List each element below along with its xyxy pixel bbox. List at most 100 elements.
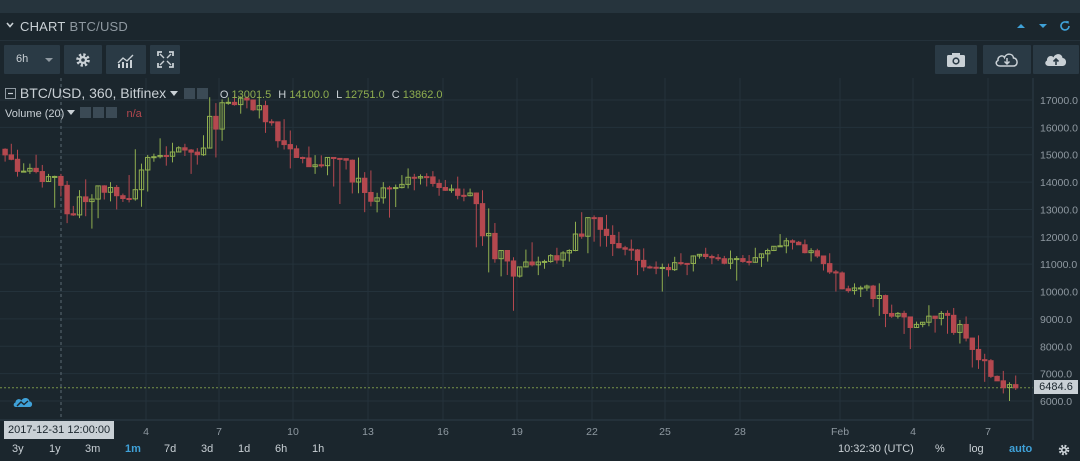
- candle-body: [145, 156, 151, 171]
- candle-body: [839, 272, 845, 290]
- candle-body: [2, 148, 8, 156]
- range-3m[interactable]: 3m: [85, 443, 101, 455]
- volume-legend: Volume (20) n/a: [5, 107, 142, 120]
- range-1y[interactable]: 1y: [49, 443, 61, 455]
- window-top-strip: [0, 0, 1080, 13]
- volume-source-icon[interactable]: [93, 107, 105, 118]
- series-source-icon[interactable]: [196, 88, 208, 99]
- series-legend: BTC/USD, 360, Bitfinex O 13001.5 H 14100…: [5, 85, 447, 101]
- chart-header: CHART BTC/USD: [0, 13, 1080, 41]
- candle-body: [746, 260, 752, 263]
- range-1m[interactable]: 1m: [125, 443, 141, 455]
- indicators-icon: [117, 54, 134, 68]
- series-title[interactable]: BTC/USD, 360, Bitfinex: [19, 85, 167, 101]
- volume-settings-icon[interactable]: [80, 107, 92, 118]
- candle-body: [52, 175, 58, 178]
- x-tick-label: Feb: [831, 426, 849, 438]
- range-1d[interactable]: 1d: [238, 443, 251, 455]
- candle-body: [678, 262, 684, 265]
- chart-grid: [0, 78, 1033, 420]
- candle-body: [337, 157, 343, 160]
- range-7d[interactable]: 7d: [164, 443, 177, 455]
- indicators-button[interactable]: [106, 45, 146, 74]
- collapse-up-icon[interactable]: [1014, 19, 1028, 33]
- snapshot-button[interactable]: [935, 45, 977, 74]
- range-3d[interactable]: 3d: [201, 443, 214, 455]
- candle-body: [864, 285, 870, 289]
- candle-body: [380, 187, 387, 199]
- candle-body: [740, 258, 746, 262]
- chevron-down-icon[interactable]: [6, 21, 14, 29]
- save-layout-button[interactable]: [1033, 45, 1079, 74]
- candle-body: [89, 198, 95, 203]
- candle-body: [982, 359, 988, 362]
- collapse-legend-icon[interactable]: [5, 88, 16, 99]
- volume-remove-icon[interactable]: [106, 107, 118, 118]
- y-tick-label: 8000.0: [1040, 341, 1072, 353]
- candle-body: [597, 217, 603, 230]
- candle-body: [176, 147, 182, 153]
- candle-body: [324, 156, 331, 167]
- candle-body: [616, 243, 622, 249]
- candle-body: [225, 101, 232, 104]
- load-layout-button[interactable]: [983, 45, 1031, 74]
- fullscreen-button[interactable]: [150, 45, 180, 74]
- y-tick-label: 7000.0: [1040, 369, 1072, 381]
- volume-title[interactable]: Volume (20): [5, 108, 65, 120]
- candle-body: [430, 176, 436, 184]
- panel-title-symbol: BTC/USD: [69, 19, 129, 34]
- range-6h[interactable]: 6h: [275, 443, 288, 455]
- candle-body: [672, 262, 678, 271]
- candle-body: [889, 312, 895, 317]
- refresh-icon[interactable]: [1058, 19, 1072, 33]
- candle-body: [895, 312, 901, 317]
- candle-body: [870, 285, 876, 299]
- candle-body: [709, 255, 715, 259]
- candle-body: [349, 159, 356, 183]
- candle-body: [715, 257, 721, 260]
- candles: [2, 94, 1019, 401]
- candle-body: [83, 196, 89, 203]
- expand-down-icon[interactable]: [1036, 19, 1050, 33]
- candle-body: [510, 260, 517, 277]
- candle-body: [244, 97, 250, 101]
- candle-body: [101, 185, 107, 193]
- candle-body: [107, 186, 114, 193]
- range-1h[interactable]: 1h: [312, 443, 325, 455]
- utc-clock[interactable]: 10:32:30 (UTC): [838, 443, 914, 455]
- candlestick-chart[interactable]: 6000.0 7000.0 8000.0 9000.0 10000.0 11000.0 12…: [0, 78, 1080, 440]
- candle-body: [138, 169, 145, 191]
- range-3y[interactable]: 3y: [12, 443, 24, 455]
- candle-body: [411, 176, 418, 179]
- candle-body: [560, 252, 566, 261]
- candle-body: [783, 240, 789, 247]
- open-value: 13001.5: [231, 89, 272, 101]
- candle-body: [114, 186, 120, 197]
- auto-scale-toggle[interactable]: auto: [1009, 443, 1033, 455]
- candle-body: [355, 177, 362, 183]
- candle-body: [312, 164, 318, 168]
- candle-body: [529, 261, 535, 266]
- x-tick-label: 16: [437, 426, 449, 438]
- x-tick-label: 4: [910, 426, 916, 438]
- volume-menu-caret-icon[interactable]: [67, 110, 76, 115]
- candle-body: [374, 197, 380, 202]
- candle-body: [70, 213, 76, 216]
- candle-body: [796, 241, 802, 246]
- time-axis: 4 7 10 13 16 19 22 25 28 Feb 4 7: [0, 419, 1033, 438]
- candle-body: [628, 248, 634, 251]
- series-menu-caret-icon[interactable]: [170, 91, 179, 96]
- settings-button[interactable]: [64, 45, 102, 74]
- series-settings-icon[interactable]: [183, 88, 195, 99]
- logo-icon: [13, 397, 33, 407]
- candle-body: [833, 271, 839, 274]
- candle-body: [58, 175, 64, 186]
- candle-body: [808, 250, 814, 254]
- x-tick-label: 22: [586, 426, 598, 438]
- gear-icon[interactable]: [1057, 443, 1071, 457]
- interval-select[interactable]: 6h: [4, 45, 60, 74]
- log-toggle[interactable]: log: [969, 443, 984, 455]
- percent-toggle[interactable]: %: [935, 443, 945, 455]
- candle-body: [486, 232, 492, 237]
- candle-body: [665, 266, 672, 271]
